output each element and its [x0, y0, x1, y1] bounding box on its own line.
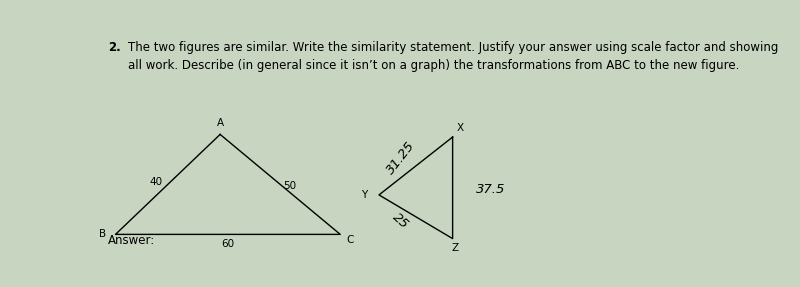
- Text: The two figures are similar. Write the similarity statement. Justify your answer: The two figures are similar. Write the s…: [128, 41, 778, 71]
- Text: 50: 50: [283, 181, 297, 191]
- Text: A: A: [217, 118, 224, 128]
- Text: C: C: [346, 235, 354, 245]
- Text: 31.25: 31.25: [384, 139, 418, 177]
- Text: Z: Z: [451, 243, 458, 253]
- Text: B: B: [99, 229, 106, 239]
- Text: 2.: 2.: [108, 41, 121, 54]
- Text: Y: Y: [361, 191, 367, 200]
- Text: X: X: [457, 123, 464, 133]
- Text: 25: 25: [390, 211, 411, 232]
- Text: Answer:: Answer:: [108, 234, 155, 247]
- Text: 60: 60: [222, 239, 234, 249]
- Text: 40: 40: [150, 177, 162, 187]
- Text: 37.5: 37.5: [476, 183, 506, 196]
